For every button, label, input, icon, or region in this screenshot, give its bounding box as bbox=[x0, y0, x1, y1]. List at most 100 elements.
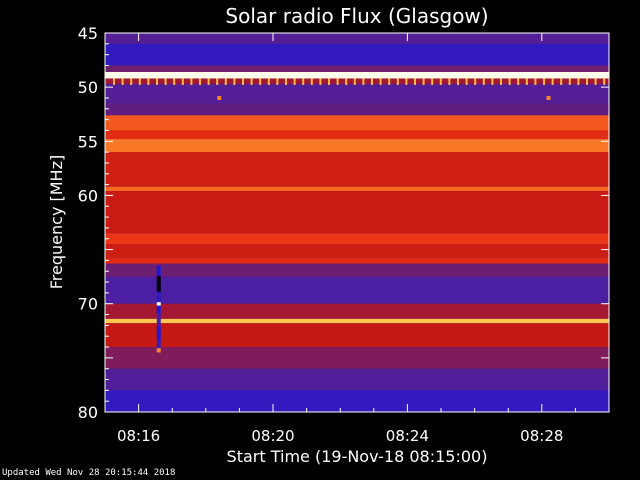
interference-spike bbox=[491, 78, 494, 85]
interference-spike bbox=[603, 78, 606, 85]
frequency-band-7 bbox=[105, 115, 609, 131]
x-tick-label: 08:20 bbox=[251, 427, 294, 445]
frequency-band-22 bbox=[105, 368, 609, 391]
x-axis-label: Start Time (19-Nov-18 08:15:00) bbox=[227, 447, 488, 466]
interference-spike bbox=[345, 78, 348, 85]
frequency-band-0 bbox=[105, 33, 609, 44]
frequency-band-21 bbox=[105, 347, 609, 369]
y-tick-label: 70 bbox=[78, 295, 98, 314]
interference-spike bbox=[285, 78, 287, 85]
interference-spike bbox=[414, 78, 416, 85]
frequency-band-12 bbox=[105, 191, 609, 234]
frequency-band-20 bbox=[105, 323, 609, 348]
frequency-band-16 bbox=[105, 263, 609, 277]
burst-event-0 bbox=[156, 326, 161, 340]
frequency-band-6 bbox=[105, 103, 609, 116]
interference-spike bbox=[568, 78, 571, 85]
interference-spike bbox=[457, 78, 459, 85]
burst-event-0 bbox=[156, 291, 161, 303]
interference-spike bbox=[362, 78, 365, 85]
frequency-band-1 bbox=[105, 43, 609, 66]
y-axis-label: Frequency [MHz] bbox=[47, 155, 66, 289]
interference-spike bbox=[259, 78, 262, 85]
interference-spike bbox=[328, 78, 330, 85]
interference-spike bbox=[319, 78, 322, 85]
interference-spike bbox=[500, 78, 502, 85]
interference-spike bbox=[147, 78, 150, 85]
interference-spike bbox=[310, 78, 313, 85]
frequency-band-13 bbox=[105, 233, 609, 245]
x-axis: 08:16 08:20 08:24 08:28 bbox=[104, 33, 610, 445]
interference-spike bbox=[242, 78, 244, 85]
interference-spike bbox=[371, 78, 373, 85]
interference-spike bbox=[508, 78, 511, 85]
interference-spike bbox=[216, 78, 219, 85]
frequency-band-19 bbox=[105, 318, 609, 324]
interference-spike bbox=[379, 78, 382, 85]
burst-event-0 bbox=[156, 348, 161, 353]
frequency-band-4 bbox=[105, 78, 609, 84]
frequency-band-17 bbox=[105, 276, 609, 304]
interference-spike bbox=[164, 78, 167, 85]
interference-spike bbox=[560, 78, 563, 85]
y-tick-label: 45 bbox=[78, 24, 98, 43]
interference-spike bbox=[551, 78, 554, 85]
interference-spike bbox=[474, 78, 477, 85]
frequency-band-10 bbox=[105, 152, 609, 187]
frequency-band-15 bbox=[105, 258, 609, 264]
burst-event-0 bbox=[156, 313, 161, 327]
interference-spike bbox=[586, 78, 588, 85]
interference-spike bbox=[138, 78, 141, 85]
interference-spike bbox=[336, 78, 339, 85]
burst-event-0 bbox=[156, 302, 161, 306]
chart-title: Solar radio Flux (Glasgow) bbox=[225, 4, 488, 28]
interference-spike bbox=[525, 78, 528, 85]
interference-spike bbox=[113, 78, 115, 85]
y-tick-label: 55 bbox=[78, 132, 98, 151]
interference-spike bbox=[465, 78, 468, 85]
interference-spike bbox=[422, 78, 425, 85]
frequency-band-9 bbox=[105, 139, 609, 153]
interference-spike bbox=[293, 78, 296, 85]
frequency-band-23 bbox=[105, 390, 609, 412]
y-axis: 45 50 55 60 70 80 bbox=[78, 24, 609, 422]
x-tick-label: 08:24 bbox=[386, 427, 429, 445]
frequency-band-2 bbox=[105, 65, 609, 72]
frequency-band-11 bbox=[105, 186, 609, 192]
x-tick-label: 08:16 bbox=[117, 427, 160, 445]
interference-spike bbox=[276, 78, 279, 85]
interference-spike bbox=[156, 78, 158, 85]
plot-frame bbox=[104, 32, 610, 413]
interference-spike bbox=[130, 78, 133, 85]
interference-spike bbox=[233, 78, 236, 85]
interference-spike bbox=[534, 78, 537, 85]
interference-spike bbox=[121, 78, 124, 85]
burst-event-2 bbox=[546, 95, 551, 100]
interference-spike bbox=[250, 78, 253, 85]
interference-spike bbox=[190, 78, 193, 85]
interference-spike bbox=[267, 78, 270, 85]
burst-event-0 bbox=[156, 265, 161, 277]
interference-spike bbox=[173, 78, 176, 85]
interference-spike bbox=[405, 78, 408, 85]
frequency-band-5 bbox=[105, 83, 609, 104]
x-tick-label: 08:28 bbox=[520, 427, 563, 445]
y-tick-label: 80 bbox=[78, 403, 98, 422]
y-tick-label: 50 bbox=[78, 78, 98, 97]
heatmap-area bbox=[105, 33, 609, 412]
frequency-band-3 bbox=[105, 71, 609, 79]
interference-spike bbox=[181, 78, 184, 85]
interference-spike bbox=[199, 78, 201, 85]
y-tick-label: 60 bbox=[78, 186, 98, 205]
interference-spike bbox=[388, 78, 391, 85]
interference-spike bbox=[482, 78, 485, 85]
burst-event-1 bbox=[217, 95, 222, 100]
interference-spike bbox=[439, 78, 442, 85]
interference-spike bbox=[353, 78, 356, 85]
interference-spike bbox=[577, 78, 580, 85]
frequency-band-18 bbox=[105, 303, 609, 319]
interference-spike bbox=[594, 78, 597, 85]
frequency-band-8 bbox=[105, 130, 609, 140]
interference-spike bbox=[431, 78, 434, 85]
